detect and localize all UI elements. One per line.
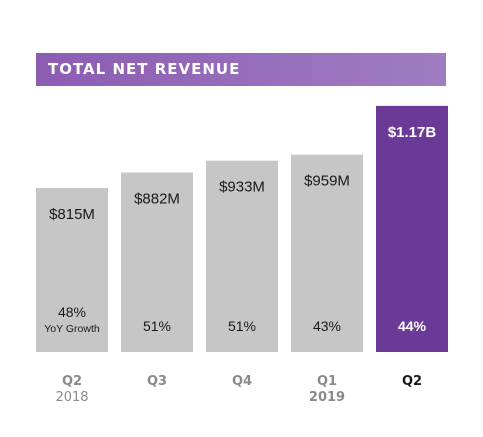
bar-value-label: $959M	[304, 173, 350, 190]
bar-value-label: $882M	[134, 190, 180, 207]
growth-label: 51%	[143, 318, 171, 334]
x-tick-year-label: 2019	[309, 390, 345, 405]
bar	[376, 105, 448, 352]
x-tick-label: Q4	[232, 374, 252, 389]
chart-title-banner: TOTAL NET REVENUE	[36, 53, 446, 86]
growth-label: 48%	[58, 304, 86, 320]
bar	[291, 154, 363, 352]
bar	[36, 187, 108, 352]
x-tick-label: Q3	[147, 374, 167, 389]
chart-title: TOTAL NET REVENUE	[48, 60, 241, 78]
growth-label: 51%	[228, 318, 256, 334]
growth-label: 43%	[313, 318, 341, 334]
growth-caption: YoY Growth	[44, 323, 100, 335]
x-tick-year-label: 2018	[55, 390, 88, 405]
growth-label: 44%	[398, 318, 427, 334]
bar	[121, 172, 193, 352]
bar-value-label: $1.17B	[388, 124, 437, 141]
x-tick-label: Q2	[62, 374, 82, 389]
x-tick-label: Q1	[317, 374, 337, 389]
bar-value-label: $815M	[49, 206, 95, 223]
x-tick-label: Q2	[402, 374, 422, 389]
bar	[206, 160, 278, 352]
bar-value-label: $933M	[219, 179, 265, 196]
